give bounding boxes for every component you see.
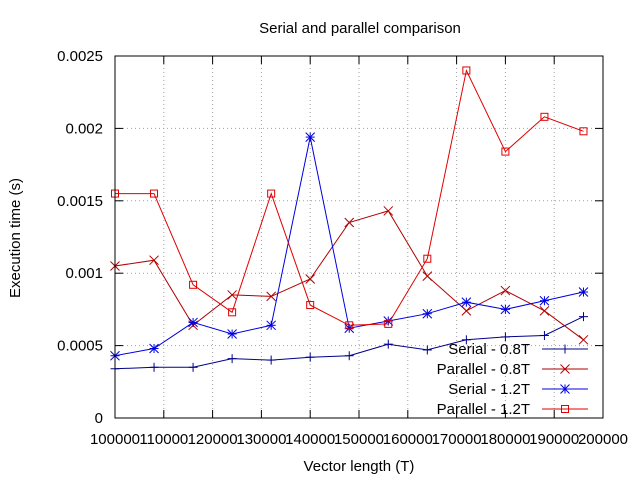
- data-point: [189, 280, 198, 289]
- legend-item: Parallel - 1.2T: [437, 401, 588, 418]
- x-tick-label: 100000: [90, 431, 140, 448]
- legend-marker: [561, 405, 569, 413]
- x-tick-label: 160000: [383, 431, 433, 448]
- data-point: [150, 189, 159, 198]
- data-point: [266, 320, 277, 331]
- data-point: [305, 274, 316, 284]
- data-point: [383, 339, 393, 349]
- x-tick-label: 150000: [334, 431, 384, 448]
- data-point: [461, 335, 471, 345]
- x-tick-label: 180000: [480, 431, 530, 448]
- data-point: [149, 362, 159, 372]
- chart-title: Serial and parallel comparison: [259, 20, 461, 37]
- data-point: [306, 301, 315, 310]
- data-point: [384, 319, 393, 328]
- x-tick-label: 120000: [188, 431, 238, 448]
- data-point: [188, 362, 198, 372]
- series-4: [111, 66, 588, 330]
- legend-item: Serial - 0.8T: [448, 341, 588, 358]
- data-point: [500, 304, 511, 315]
- x-tick-label: 200000: [578, 431, 628, 448]
- legend-marker: [560, 364, 570, 374]
- data-point: [423, 254, 432, 263]
- data-point: [149, 255, 159, 266]
- axes: 0 0.0005 0.001 0.0015 0.002 0.0025 100000 11000…: [57, 48, 628, 448]
- plot-frame: [114, 55, 604, 419]
- data-point: [266, 355, 276, 365]
- data-point: [539, 330, 549, 340]
- y-axis-label: Execution time (s): [7, 178, 24, 298]
- data-point: [540, 112, 549, 121]
- data-point: [227, 329, 237, 339]
- data-point: [266, 291, 277, 302]
- y-tick-label: 0.0025: [57, 48, 103, 65]
- series-group: [110, 66, 589, 374]
- data-point: [267, 189, 276, 198]
- data-point: [462, 66, 471, 75]
- data-point: [461, 297, 472, 308]
- series-3: [110, 132, 589, 361]
- y-tick-label: 0.0015: [57, 193, 103, 210]
- data-point: [579, 127, 588, 136]
- data-point: [227, 354, 237, 364]
- series-1: [110, 312, 588, 374]
- data-point: [539, 305, 550, 316]
- data-point: [500, 285, 511, 296]
- legend-label: Serial - 0.8T: [448, 341, 530, 358]
- x-tick-label: 130000: [236, 431, 286, 448]
- data-point: [422, 308, 433, 319]
- series-line: [115, 68, 584, 326]
- legend-label: Parallel - 0.8T: [437, 361, 530, 378]
- y-tick-label: 0.0005: [57, 338, 103, 355]
- x-tick-label: 190000: [529, 431, 579, 448]
- x-tick-label: 110000: [139, 431, 188, 448]
- data-point: [383, 206, 394, 216]
- series-line: [114, 136, 584, 357]
- x-axis-label: Vector length (T): [304, 458, 415, 475]
- legend-label: Parallel - 1.2T: [437, 401, 530, 418]
- legend-marker: [560, 344, 570, 354]
- legend-item: Serial - 1.2T: [448, 381, 588, 398]
- data-point: [344, 351, 354, 361]
- data-point: [422, 271, 433, 281]
- legend: Serial - 0.8T Parallel - 0.8T Serial - 1.2…: [437, 341, 588, 418]
- data-point: [422, 345, 432, 355]
- data-point: [188, 317, 198, 328]
- series-line: [114, 210, 584, 341]
- data-point: [305, 352, 315, 362]
- y-tick-label: 0: [95, 410, 103, 427]
- data-point: [461, 305, 472, 316]
- data-point: [539, 295, 550, 306]
- x-tick-label: 170000: [432, 431, 482, 448]
- data-point: [500, 332, 510, 342]
- y-tick-label: 0.001: [65, 265, 103, 282]
- x-tick-label: 140000: [285, 431, 335, 448]
- series-2: [110, 206, 589, 345]
- data-point: [305, 132, 316, 142]
- data-point: [345, 321, 354, 330]
- data-point: [344, 217, 355, 228]
- legend-item: Parallel - 0.8T: [437, 361, 588, 378]
- data-point: [501, 147, 510, 156]
- data-point: [149, 343, 159, 354]
- data-point: [578, 312, 588, 322]
- data-point: [227, 290, 237, 300]
- y-tick-label: 0.002: [65, 120, 103, 137]
- legend-marker: [560, 384, 570, 394]
- data-point: [578, 334, 589, 345]
- data-point: [228, 308, 237, 317]
- legend-label: Serial - 1.2T: [448, 381, 530, 398]
- data-point: [578, 287, 589, 297]
